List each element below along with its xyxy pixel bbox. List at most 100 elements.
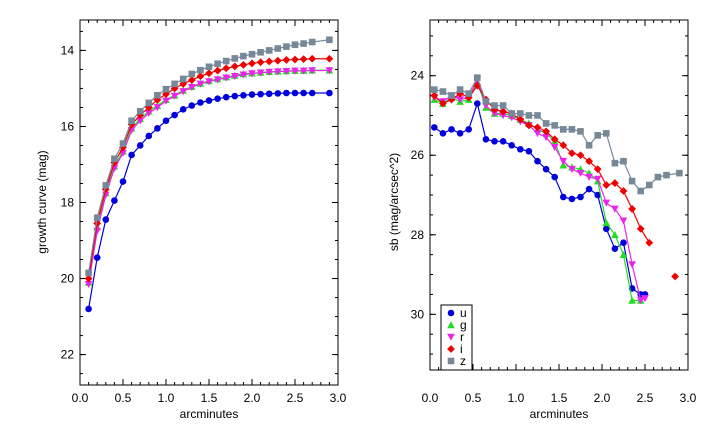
data-point-u xyxy=(517,145,524,153)
legend-label-u: u xyxy=(460,306,467,320)
data-point-i xyxy=(325,54,334,63)
data-point-i xyxy=(525,121,533,130)
x-tick-label: 0.0 xyxy=(72,391,89,405)
data-point-r xyxy=(568,165,576,173)
data-point-i xyxy=(196,72,205,81)
data-point-u xyxy=(119,178,127,185)
legend-label-r: r xyxy=(460,330,464,344)
growth-curve-chart: 0.0 0.5 1.0 1.5 2.0 2.5 3.0 14 16 18 20 22 arcminut… xyxy=(35,19,347,421)
data-point-r xyxy=(308,67,316,75)
plot-series xyxy=(430,74,683,305)
x-tick-label: 2.0 xyxy=(594,391,611,405)
data-point-z xyxy=(93,214,101,222)
data-point-z xyxy=(568,126,576,133)
data-point-z xyxy=(300,40,307,47)
data-point-i xyxy=(636,224,645,233)
data-point-u xyxy=(205,97,213,104)
data-point-i xyxy=(447,95,456,104)
data-point-u xyxy=(128,151,135,159)
data-point-i xyxy=(619,187,628,195)
data-point-z xyxy=(111,155,118,163)
data-point-i xyxy=(611,179,619,187)
data-point-u xyxy=(465,126,473,133)
x-axis-label: arcminutes xyxy=(530,407,589,421)
data-point-z xyxy=(611,159,619,167)
data-point-i xyxy=(299,55,308,64)
data-point-u xyxy=(222,93,230,101)
data-point-u xyxy=(93,254,101,261)
x-tick-label: 1.5 xyxy=(201,391,218,405)
data-point-r xyxy=(542,134,550,142)
data-point-z xyxy=(620,157,627,165)
data-point-u xyxy=(577,193,584,201)
data-point-z xyxy=(465,90,472,97)
data-point-r xyxy=(170,92,179,100)
data-point-u xyxy=(188,102,196,109)
data-point-r xyxy=(213,76,222,84)
y-tick-label: 26 xyxy=(411,148,425,162)
data-point-i xyxy=(602,181,611,189)
data-point-z xyxy=(628,177,636,185)
data-point-u xyxy=(308,89,316,97)
legend-label-g: g xyxy=(460,318,467,332)
data-point-u xyxy=(248,91,256,98)
data-point-i xyxy=(205,69,213,78)
data-point-r xyxy=(162,97,170,105)
x-axis-label: arcminutes xyxy=(180,407,239,421)
data-point-u xyxy=(179,106,187,113)
data-point-u xyxy=(611,245,619,252)
data-point-r xyxy=(282,68,291,76)
data-point-z xyxy=(274,45,282,52)
data-point-z xyxy=(326,36,333,44)
data-point-i xyxy=(568,149,576,158)
y-tick-label: 14 xyxy=(61,43,75,57)
data-point-i xyxy=(490,105,499,114)
series-line-i xyxy=(88,58,330,279)
data-point-z xyxy=(654,173,662,181)
data-point-r xyxy=(84,280,93,289)
data-point-r xyxy=(188,83,196,92)
data-point-u xyxy=(525,147,533,155)
legend-marker-z xyxy=(447,357,455,365)
data-point-z xyxy=(525,112,533,119)
data-point-r xyxy=(222,74,230,82)
data-point-g xyxy=(619,250,628,258)
data-point-i xyxy=(93,219,102,228)
legend-label-z: z xyxy=(460,354,466,368)
data-point-r xyxy=(641,295,649,303)
data-point-z xyxy=(85,269,92,277)
data-point-z xyxy=(474,74,481,81)
data-point-r xyxy=(153,104,162,112)
data-point-i xyxy=(628,205,636,213)
data-point-z xyxy=(179,75,187,83)
data-point-z xyxy=(646,181,653,189)
data-point-u xyxy=(499,138,507,145)
x-tick-label: 2.5 xyxy=(637,391,654,405)
data-point-u xyxy=(439,130,447,137)
data-point-z xyxy=(231,55,239,62)
data-point-r xyxy=(291,67,299,75)
data-point-i xyxy=(282,56,291,64)
data-point-z xyxy=(551,122,558,129)
data-point-u xyxy=(162,117,170,125)
x-tick-label: 1.0 xyxy=(508,391,525,405)
data-point-i xyxy=(533,123,542,132)
data-point-i xyxy=(187,76,196,84)
data-point-r xyxy=(559,157,568,165)
data-point-r xyxy=(179,88,187,96)
data-point-r xyxy=(456,96,464,104)
y-tick-label: 18 xyxy=(61,196,75,210)
data-point-u xyxy=(456,130,464,137)
y-axis-label: sb (mag/arcsec^2) xyxy=(387,153,401,251)
data-point-u xyxy=(326,89,333,97)
data-point-z xyxy=(171,80,178,88)
y-axis-label: growth curve (mag) xyxy=(35,150,49,253)
data-point-r xyxy=(628,261,636,269)
data-point-u xyxy=(603,225,610,233)
data-point-r xyxy=(576,169,585,177)
legend-marker-r xyxy=(447,333,455,341)
data-point-z xyxy=(456,86,464,93)
axis-ticks: 0.0 0.5 1.0 1.5 2.0 2.5 3.0 14 16 18 20 22 xyxy=(61,20,347,405)
data-point-z xyxy=(145,99,153,107)
